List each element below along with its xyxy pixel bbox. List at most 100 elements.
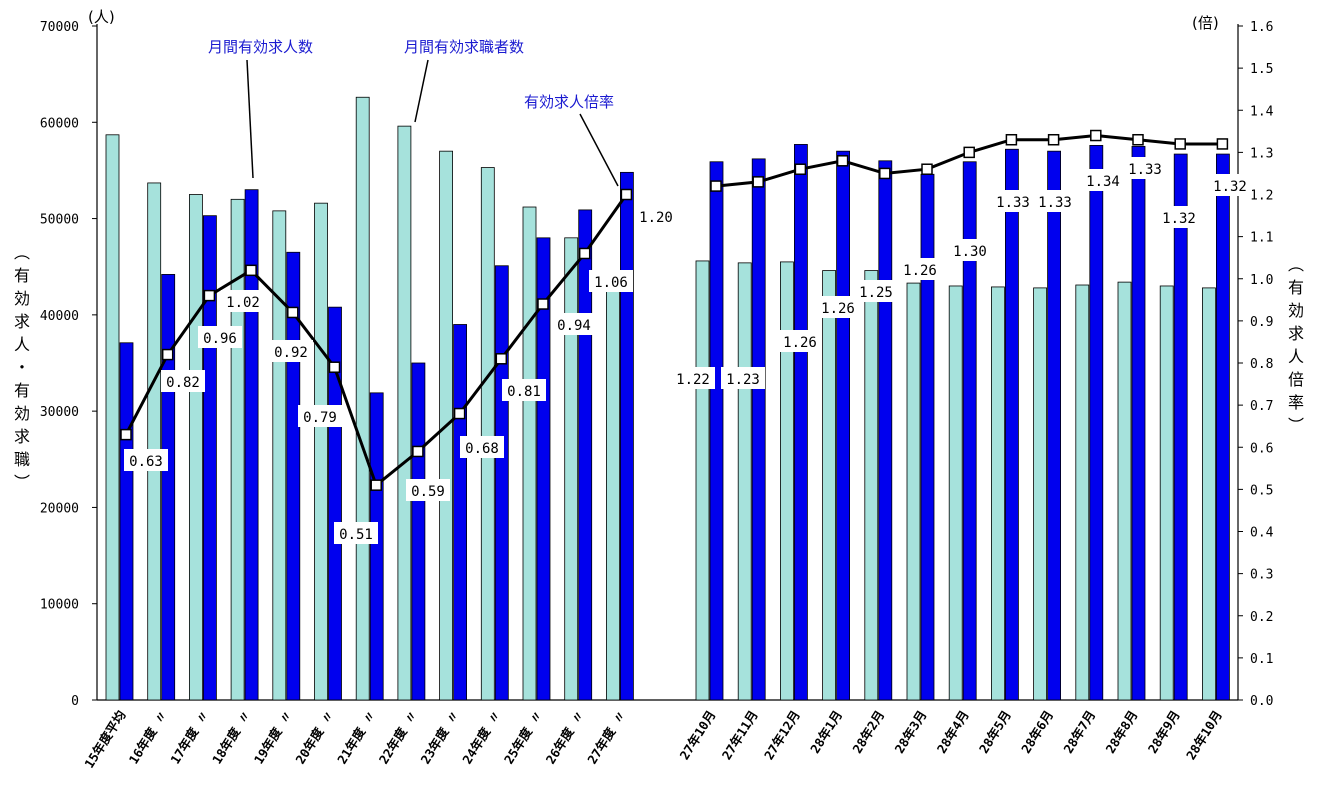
left-unit-label: (人) (88, 8, 115, 26)
right-tick-label: 0.2 (1250, 610, 1273, 625)
seekers-bar (962, 161, 977, 701)
ratio-data-label: 1.32 (1162, 211, 1196, 227)
ratio-data-label: 0.94 (557, 318, 591, 334)
left-tick-label: 60000 (40, 116, 79, 131)
ratio-marker (495, 353, 508, 365)
ratio-marker (328, 361, 341, 373)
category-label: 18年度 〃 (209, 708, 254, 767)
seekers-bar (119, 342, 134, 701)
ratio-data-label: 0.82 (166, 375, 200, 391)
ratio-label-bg (991, 190, 1035, 212)
ratio-marker (203, 289, 216, 302)
right-tick-label: 0.6 (1250, 441, 1273, 456)
category-label: 26年度 〃 (543, 708, 588, 767)
ratio-data-label: 1.33 (996, 195, 1030, 211)
seekers-bar (794, 144, 808, 701)
seekers-bar (369, 392, 384, 701)
right-tick-label: 1.2 (1250, 189, 1273, 204)
ratio-marker (1047, 133, 1060, 146)
offers-bar (230, 198, 245, 701)
ratio-data-label: 1.22 (676, 372, 710, 388)
ratio-label-bg (502, 379, 546, 401)
ratio-label-bg (298, 405, 342, 427)
offers-bar (1202, 287, 1216, 701)
ratio-marker (1090, 129, 1102, 142)
ratio-data-label: 1.30 (953, 244, 987, 260)
right-tick-label: 0.9 (1250, 315, 1273, 330)
right-tick-label: 0.8 (1250, 357, 1273, 372)
ratio-label-bg (1123, 157, 1167, 179)
right-tick-label: 1.3 (1250, 146, 1273, 161)
right-unit-label: (倍) (1192, 14, 1219, 32)
seekers-bar (1173, 153, 1188, 701)
offers-bar (1033, 287, 1047, 701)
category-label: 28年5月 (976, 708, 1014, 756)
offers-bar (1075, 284, 1090, 701)
offers-annotation-leader (246, 59, 254, 179)
ratio-marker (1216, 138, 1229, 150)
left-tick-label: 50000 (40, 213, 79, 228)
seekers-annotation: 月間有効求職者数 (404, 38, 524, 56)
ratio-label-bg (124, 449, 168, 471)
ratio-marker (245, 264, 257, 277)
ratio-label-bg (198, 326, 242, 348)
ratio-marker (794, 163, 807, 175)
ratio-annotation-leader (579, 113, 619, 187)
ratio-data-label: 1.33 (1038, 195, 1072, 211)
ratio-data-label: 1.25 (859, 285, 893, 301)
ratio-data-label: 1.06 (594, 275, 628, 291)
category-label: 17年度 〃 (167, 708, 212, 767)
seekers-bar (709, 161, 724, 701)
seekers-bar (920, 173, 935, 701)
ratio-marker (370, 479, 382, 491)
ratio-label-bg (778, 330, 822, 352)
ratio-data-label: 1.26 (821, 301, 855, 317)
right-tick-label: 0.1 (1250, 652, 1273, 667)
ratio-data-label: 0.81 (507, 384, 541, 400)
ratio-label-bg (589, 270, 633, 292)
left-axis-title: ︵有効求人・有効求職︶ (14, 243, 30, 492)
category-label: 23年度 〃 (418, 708, 463, 767)
ratio-marker (1005, 133, 1018, 146)
category-label: 24年度 〃 (459, 708, 504, 767)
category-label: 28年2月 (849, 708, 887, 756)
ratio-label-bg (816, 296, 860, 318)
category-label: 28年7月 (1060, 708, 1098, 756)
right-tick-label: 0.5 (1250, 483, 1273, 498)
seekers-bar (244, 189, 259, 701)
category-label: 25年度 〃 (501, 708, 546, 767)
category-label: 28年3月 (892, 708, 930, 756)
offers-bar (105, 134, 120, 701)
ratio-marker (287, 306, 299, 319)
right-tick-label: 0.3 (1250, 568, 1273, 583)
offers-bar (780, 261, 794, 701)
category-label: 28年8月 (1103, 708, 1141, 756)
seekers-bar (1216, 153, 1230, 701)
right-axis-title: ︵有効求人倍率︶ (1288, 255, 1304, 435)
ratio-marker (412, 445, 424, 458)
ratio-marker (710, 180, 722, 192)
ratio-marker (537, 298, 549, 310)
left-tick-label: 0 (71, 694, 79, 709)
ratio-label-bg (634, 205, 678, 227)
right-tick-label: 1.6 (1250, 20, 1273, 35)
seekers-bar (453, 324, 468, 701)
ratio-marker (161, 348, 174, 361)
ratio-label-bg (1033, 190, 1077, 212)
ratio-data-label: 1.33 (1128, 162, 1162, 178)
category-label: 27年10月 (677, 708, 719, 763)
seekers-bar (202, 215, 217, 701)
right-tick-label: 1.5 (1250, 62, 1273, 77)
seekers-bar (1089, 144, 1104, 701)
ratio-label-bg (460, 436, 504, 458)
right-tick-label: 0.0 (1250, 694, 1273, 709)
seekers-bar (1131, 145, 1146, 701)
ratio-marker (921, 163, 933, 175)
right-tick-label: 0.4 (1250, 526, 1274, 541)
ratio-label-bg (854, 280, 898, 302)
offers-bar (272, 210, 287, 701)
category-label: 20年度 〃 (292, 708, 337, 767)
category-label: 15年度平均 (81, 708, 128, 771)
offers-bar (737, 262, 752, 701)
category-label: 27年12月 (761, 708, 803, 763)
